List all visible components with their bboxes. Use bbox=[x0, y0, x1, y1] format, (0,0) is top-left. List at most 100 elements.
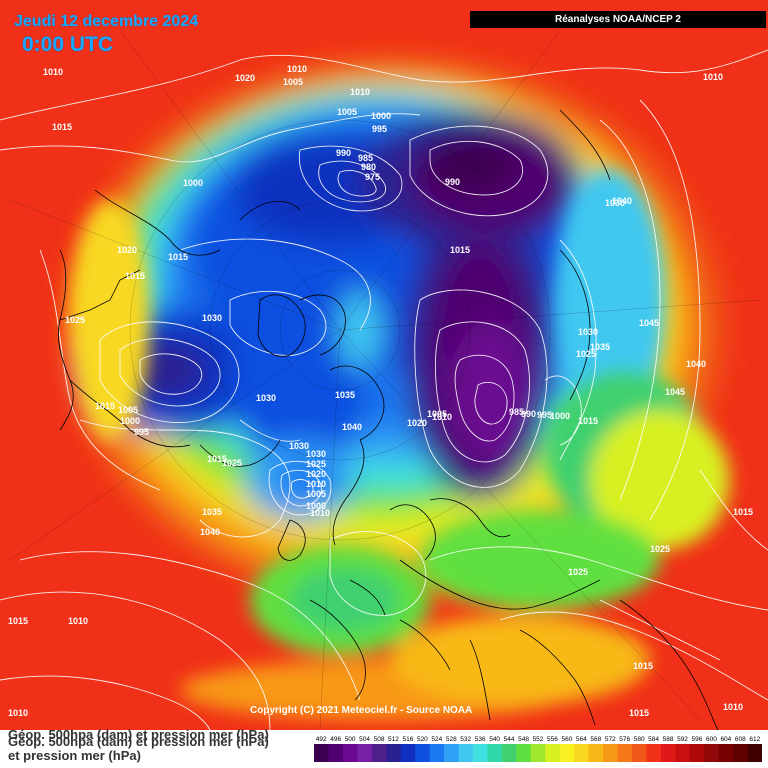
pressure-label: 1015 bbox=[207, 454, 227, 464]
pressure-label: 995 bbox=[372, 124, 387, 134]
pressure-label: 1015 bbox=[8, 616, 28, 626]
scale-label: 612 bbox=[749, 736, 760, 743]
scale-swatch bbox=[501, 744, 517, 762]
scale-swatch bbox=[530, 744, 546, 762]
pressure-label: 1030 bbox=[605, 198, 625, 208]
scale-label: 592 bbox=[677, 736, 688, 743]
legend-area: Géop. 500hpa (dam) et pression mer (hPa)… bbox=[0, 727, 768, 768]
scale-label: 596 bbox=[692, 736, 703, 743]
pressure-label: 1035 bbox=[202, 507, 222, 517]
scale-swatch bbox=[675, 744, 691, 762]
pressure-label: 1015 bbox=[733, 507, 753, 517]
scale-label: 500 bbox=[345, 736, 356, 743]
scale-swatch bbox=[458, 744, 474, 762]
scale-label: 588 bbox=[663, 736, 674, 743]
pressure-label: 990 bbox=[336, 148, 351, 158]
pressure-label: 1025 bbox=[222, 458, 242, 468]
legend-title-line1: Géop. 500hpa (dam) et pression mer (hPa) bbox=[8, 727, 269, 742]
map-date: Jeudi 12 decembre 2024 bbox=[14, 13, 199, 30]
scale-swatch bbox=[314, 744, 329, 762]
pressure-label: 1015 bbox=[633, 661, 653, 671]
scale-swatch bbox=[386, 744, 402, 762]
pressure-label: 1035 bbox=[590, 342, 610, 352]
pressure-label: 1010 bbox=[723, 702, 743, 712]
pressure-label: 1015 bbox=[450, 245, 470, 255]
scale-swatch bbox=[444, 744, 460, 762]
scale-swatch bbox=[574, 744, 590, 762]
scale-label: 556 bbox=[547, 736, 558, 743]
scale-label: 580 bbox=[634, 736, 645, 743]
geopotential-color-fields bbox=[65, 55, 730, 720]
scale-swatch bbox=[371, 744, 387, 762]
pressure-label: 1025 bbox=[568, 567, 588, 577]
source-banner: Réanalyses NOAA/NCEP 2 bbox=[470, 11, 766, 28]
pressure-label: 1005 bbox=[337, 107, 357, 117]
pressure-label: 1030 bbox=[289, 441, 309, 451]
pressure-label: 1030 bbox=[202, 313, 222, 323]
pressure-label: 1005 bbox=[283, 77, 303, 87]
scale-label: 532 bbox=[460, 736, 471, 743]
scale-swatch bbox=[631, 744, 647, 762]
pressure-label: 1010 bbox=[43, 67, 63, 77]
scale-swatch bbox=[472, 744, 488, 762]
scale-swatch bbox=[733, 744, 749, 762]
pressure-label: 1005 bbox=[118, 405, 138, 415]
scale-label: 492 bbox=[316, 736, 327, 743]
pressure-label: 995 bbox=[537, 410, 552, 420]
scale-label: 572 bbox=[605, 736, 616, 743]
pressure-label: 1020 bbox=[407, 418, 427, 428]
pressure-label: 1000 bbox=[371, 111, 391, 121]
pressure-label: 1020 bbox=[117, 245, 137, 255]
scale-label: 560 bbox=[561, 736, 572, 743]
pressure-label: 990 bbox=[521, 409, 536, 419]
pressure-label: 1040 bbox=[342, 422, 362, 432]
scale-swatch bbox=[603, 744, 618, 762]
pressure-label: 1000 bbox=[306, 501, 326, 511]
scale-label: 568 bbox=[590, 736, 601, 743]
pressure-label: 1015 bbox=[168, 252, 188, 262]
pressure-label: 975 bbox=[365, 172, 380, 182]
pressure-label: 1035 bbox=[335, 390, 355, 400]
pressure-label: 1020 bbox=[306, 469, 326, 479]
pressure-label: 1010 bbox=[350, 87, 370, 97]
pressure-label: 1045 bbox=[639, 318, 659, 328]
pressure-label: 985 bbox=[509, 407, 524, 417]
scale-label: 496 bbox=[330, 736, 341, 743]
pressure-label: 1000 bbox=[550, 411, 570, 421]
scale-label: 552 bbox=[533, 736, 544, 743]
scale-swatch bbox=[357, 744, 373, 762]
scale-swatch bbox=[747, 744, 762, 762]
map-time: 0:00 UTC bbox=[22, 33, 114, 56]
scale-label: 524 bbox=[431, 736, 442, 743]
pressure-label: 1025 bbox=[306, 459, 326, 469]
pressure-label: 1010 bbox=[287, 64, 307, 74]
scale-swatch bbox=[588, 744, 604, 762]
pressure-label: 1015 bbox=[52, 122, 72, 132]
scale-label: 536 bbox=[475, 736, 486, 743]
pressure-label: 1045 bbox=[665, 387, 685, 397]
scale-label: 608 bbox=[735, 736, 746, 743]
scale-swatch bbox=[487, 744, 503, 762]
scale-label: 604 bbox=[720, 736, 731, 743]
pressure-label: 985 bbox=[358, 153, 373, 163]
pressure-label: 1025 bbox=[650, 544, 670, 554]
scale-label: 512 bbox=[388, 736, 399, 743]
scale-swatch bbox=[328, 744, 344, 762]
scale-swatch bbox=[718, 744, 734, 762]
scale-label: 548 bbox=[518, 736, 529, 743]
scale-label: 544 bbox=[504, 736, 515, 743]
isobar-lines bbox=[0, 49, 768, 730]
scale-swatch bbox=[545, 744, 561, 762]
pressure-label: 1030 bbox=[306, 449, 326, 459]
copyright-notice: Copyright (C) 2021 Meteociel.fr - Source… bbox=[250, 705, 473, 716]
pressure-label: 1015 bbox=[578, 416, 598, 426]
pressure-label: 1020 bbox=[235, 73, 255, 83]
scale-swatch bbox=[415, 744, 431, 762]
pressure-label: 1010 bbox=[68, 616, 88, 626]
scale-label: 576 bbox=[619, 736, 630, 743]
scale-swatch bbox=[689, 744, 705, 762]
scale-label: 600 bbox=[706, 736, 717, 743]
pressure-label: 1030 bbox=[578, 327, 598, 337]
